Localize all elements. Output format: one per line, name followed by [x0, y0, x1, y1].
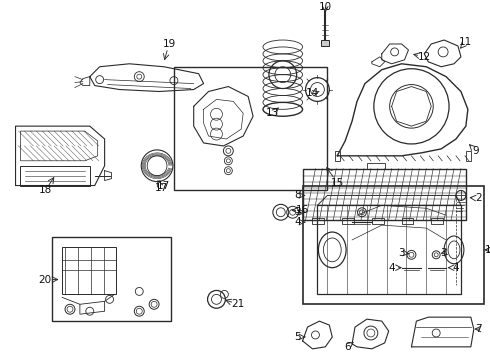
Text: 4: 4: [453, 263, 459, 273]
Bar: [62, 247, 117, 294]
Text: 19: 19: [162, 39, 175, 49]
Bar: [318, 205, 461, 294]
Text: 14: 14: [306, 89, 319, 99]
Text: 5: 5: [294, 332, 301, 342]
Bar: [302, 185, 484, 304]
Text: 13: 13: [266, 108, 279, 118]
Bar: [372, 218, 384, 224]
Bar: [431, 218, 443, 224]
Text: 9: 9: [472, 146, 479, 156]
Text: 8: 8: [294, 190, 301, 201]
Bar: [174, 67, 327, 190]
Bar: [313, 218, 324, 224]
Bar: [302, 169, 466, 220]
Text: 7: 7: [475, 324, 482, 334]
Text: 1: 1: [484, 245, 490, 255]
Text: 3: 3: [294, 207, 301, 217]
Text: 10: 10: [319, 3, 332, 12]
Bar: [342, 218, 354, 224]
Text: 3: 3: [398, 248, 405, 258]
Bar: [321, 40, 329, 46]
Text: 20: 20: [39, 275, 52, 284]
Bar: [401, 218, 414, 224]
Bar: [21, 166, 90, 185]
Bar: [466, 151, 471, 161]
Text: 2: 2: [475, 193, 482, 203]
Text: 17: 17: [154, 184, 168, 193]
Text: 21: 21: [232, 299, 245, 309]
Bar: [367, 163, 385, 169]
Text: 3: 3: [440, 248, 446, 258]
Text: 17: 17: [156, 180, 170, 190]
Text: 6: 6: [344, 342, 350, 352]
Text: 16: 16: [296, 205, 309, 215]
Text: 11: 11: [459, 37, 472, 47]
Text: 12: 12: [417, 52, 431, 62]
Text: 15: 15: [331, 177, 344, 188]
Text: 18: 18: [39, 185, 52, 195]
Bar: [335, 151, 340, 161]
Text: 4: 4: [294, 217, 301, 227]
Text: 4: 4: [389, 263, 395, 273]
Bar: [52, 237, 171, 321]
